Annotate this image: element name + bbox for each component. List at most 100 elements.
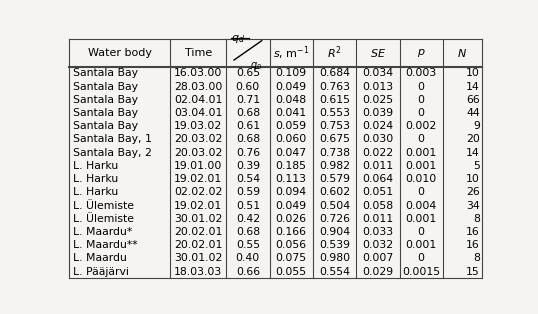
Text: $q_0$: $q_0$ — [250, 60, 261, 72]
Text: 20.03.02: 20.03.02 — [174, 148, 223, 158]
Text: $N$: $N$ — [457, 47, 468, 59]
Text: 10: 10 — [466, 174, 480, 184]
Text: L. Maardu*: L. Maardu* — [73, 227, 132, 237]
Text: $R^2$: $R^2$ — [327, 45, 342, 61]
Text: 0.579: 0.579 — [319, 174, 350, 184]
Text: Santala Bay: Santala Bay — [73, 95, 138, 105]
Text: 0.539: 0.539 — [319, 240, 350, 250]
Text: L. Harku: L. Harku — [73, 161, 118, 171]
Text: 0.68: 0.68 — [236, 227, 260, 237]
Text: 02.04.01: 02.04.01 — [174, 95, 223, 105]
Text: 0.71: 0.71 — [236, 95, 260, 105]
Text: 0.59: 0.59 — [236, 187, 260, 197]
Text: 14: 14 — [466, 148, 480, 158]
Text: 0.738: 0.738 — [319, 148, 350, 158]
Text: 0: 0 — [417, 108, 424, 118]
Text: 0.60: 0.60 — [236, 82, 260, 91]
Text: $SE$: $SE$ — [370, 47, 386, 59]
Text: 0.684: 0.684 — [319, 68, 350, 78]
Text: 0: 0 — [417, 82, 424, 91]
Text: 0.041: 0.041 — [275, 108, 307, 118]
Text: L. Pääjärvi: L. Pääjärvi — [73, 267, 129, 277]
Text: Santala Bay: Santala Bay — [73, 68, 138, 78]
Text: 0.166: 0.166 — [275, 227, 307, 237]
Text: Santala Bay: Santala Bay — [73, 121, 138, 131]
Text: 0.554: 0.554 — [319, 267, 350, 277]
Text: 19.03.02: 19.03.02 — [174, 121, 222, 131]
Text: Santala Bay, 2: Santala Bay, 2 — [73, 148, 152, 158]
Text: 0.011: 0.011 — [362, 214, 393, 224]
Text: 0.753: 0.753 — [319, 121, 350, 131]
Text: 34: 34 — [466, 201, 480, 210]
Text: 0.185: 0.185 — [275, 161, 307, 171]
Text: Santala Bay: Santala Bay — [73, 108, 138, 118]
Text: 0.048: 0.048 — [275, 95, 307, 105]
Text: 03.04.01: 03.04.01 — [174, 108, 223, 118]
Text: 0.726: 0.726 — [319, 214, 350, 224]
Text: 5: 5 — [473, 161, 480, 171]
Text: 0.675: 0.675 — [319, 134, 350, 144]
Text: 0.004: 0.004 — [406, 201, 437, 210]
Text: 18.03.03: 18.03.03 — [174, 267, 222, 277]
Text: 0.001: 0.001 — [406, 214, 437, 224]
Text: 0.980: 0.980 — [319, 253, 350, 263]
Text: Water body: Water body — [88, 48, 152, 58]
Text: 0.033: 0.033 — [362, 227, 393, 237]
Text: 0.047: 0.047 — [275, 148, 307, 158]
Text: 0.65: 0.65 — [236, 68, 260, 78]
Text: 28.03.00: 28.03.00 — [174, 82, 223, 91]
Text: Santala Bay, 1: Santala Bay, 1 — [73, 134, 152, 144]
Text: 0.010: 0.010 — [406, 174, 437, 184]
Text: 0.025: 0.025 — [362, 95, 393, 105]
Text: 0.003: 0.003 — [406, 68, 437, 78]
Text: 8: 8 — [473, 214, 480, 224]
Text: 20.03.02: 20.03.02 — [174, 134, 223, 144]
Text: 0.026: 0.026 — [275, 214, 307, 224]
Text: 66: 66 — [466, 95, 480, 105]
Text: 19.02.01: 19.02.01 — [174, 174, 222, 184]
Text: 0.76: 0.76 — [236, 148, 260, 158]
Text: 0.059: 0.059 — [275, 121, 307, 131]
Text: 0.001: 0.001 — [406, 148, 437, 158]
Text: 16.03.00: 16.03.00 — [174, 68, 223, 78]
Text: 0.55: 0.55 — [236, 240, 260, 250]
Text: 19.02.01: 19.02.01 — [174, 201, 222, 210]
Text: 0.034: 0.034 — [362, 68, 393, 78]
Text: 0.763: 0.763 — [319, 82, 350, 91]
Text: 0.39: 0.39 — [236, 161, 260, 171]
Text: 30.01.02: 30.01.02 — [174, 214, 223, 224]
Text: 0.001: 0.001 — [406, 161, 437, 171]
Text: 0.056: 0.056 — [275, 240, 307, 250]
Text: 10: 10 — [466, 68, 480, 78]
Text: 0.022: 0.022 — [362, 148, 393, 158]
Text: 30.01.02: 30.01.02 — [174, 253, 223, 263]
Text: 16: 16 — [466, 227, 480, 237]
Text: 0: 0 — [417, 187, 424, 197]
Text: 14: 14 — [466, 82, 480, 91]
Text: 0.029: 0.029 — [362, 267, 393, 277]
Text: L. Ülemiste: L. Ülemiste — [73, 201, 133, 210]
Text: L. Harku: L. Harku — [73, 187, 118, 197]
Text: $p$: $p$ — [417, 47, 426, 59]
Text: 20.02.01: 20.02.01 — [174, 227, 223, 237]
Text: 0.504: 0.504 — [319, 201, 350, 210]
Text: 0.002: 0.002 — [406, 121, 437, 131]
Text: Time: Time — [185, 48, 212, 58]
Text: 0.024: 0.024 — [362, 121, 393, 131]
Text: 0.051: 0.051 — [362, 187, 393, 197]
Text: 0.66: 0.66 — [236, 267, 260, 277]
Text: 0.094: 0.094 — [275, 187, 307, 197]
Text: 0.54: 0.54 — [236, 174, 260, 184]
Text: 0.615: 0.615 — [319, 95, 350, 105]
Text: 0: 0 — [417, 227, 424, 237]
Text: 16: 16 — [466, 240, 480, 250]
Text: 0.049: 0.049 — [275, 82, 307, 91]
Text: 15: 15 — [466, 267, 480, 277]
Text: 0: 0 — [417, 253, 424, 263]
Text: 0.553: 0.553 — [319, 108, 350, 118]
Text: $q_d$: $q_d$ — [231, 33, 245, 45]
Text: 0.51: 0.51 — [236, 201, 260, 210]
Text: 0.68: 0.68 — [236, 134, 260, 144]
Text: 0.602: 0.602 — [319, 187, 350, 197]
Text: 0.075: 0.075 — [275, 253, 307, 263]
